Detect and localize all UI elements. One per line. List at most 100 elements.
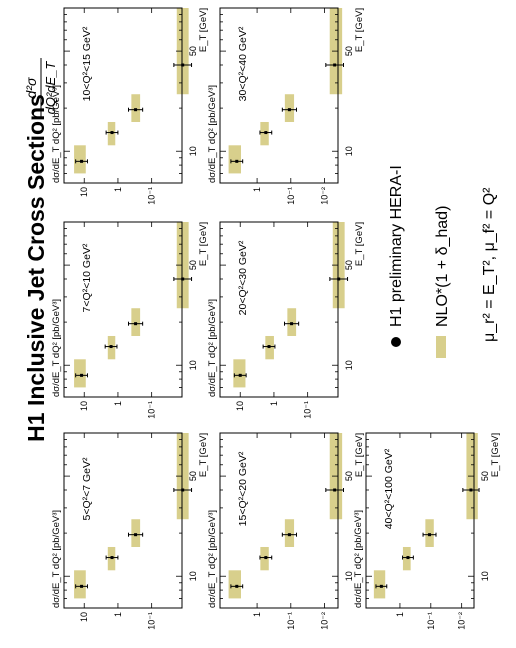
data-point <box>267 345 271 349</box>
legend-data-marker <box>391 337 401 347</box>
y-tick-label: 1 <box>252 612 262 617</box>
x-tick-label: 50 <box>188 260 198 270</box>
panel-frame <box>63 7 183 184</box>
y-axis-title: dσ/dE_T dQ² [pb/GeV³] <box>51 299 62 397</box>
data-point <box>134 108 138 112</box>
nlo-band <box>228 145 241 174</box>
y-tick-label: 10⁻¹ <box>147 401 157 419</box>
nlo-band <box>425 519 434 547</box>
panel-3: 10 50 10 1 10⁻¹ 10<Q²<15 GeV² E_T [GeV] dσ/dE_T… <box>51 7 209 205</box>
nlo-band <box>284 519 295 547</box>
nlo-band <box>287 308 297 336</box>
y-tick-label: 10⁻² <box>320 187 330 205</box>
y-tick-label: 10 <box>79 612 89 622</box>
nlo-band <box>373 570 386 599</box>
legend-nlo-label: NLO*(1 + δ_had) <box>434 206 451 327</box>
x-tick-label: 50 <box>344 471 354 481</box>
y-tick-label: 10⁻¹ <box>303 401 313 419</box>
x-tick-label: 10 <box>344 571 354 581</box>
panel-frame <box>63 221 183 398</box>
data-point <box>287 108 291 112</box>
data-point <box>80 584 84 588</box>
panel-7: 10 50 1 10⁻¹ 10⁻² 40<Q²<100 GeV² E_T [GeV] dσ/d… <box>353 432 501 630</box>
nlo-band <box>131 519 141 547</box>
x-tick-label: 10 <box>344 360 354 370</box>
data-point <box>181 277 185 281</box>
data-point <box>80 373 84 377</box>
y-axis-title: dσ/dE_T dQ² [pb/GeV³] <box>353 510 364 608</box>
nlo-band <box>176 222 189 309</box>
x-axis-title: E_T [GeV] <box>198 222 209 266</box>
panels: 10 50 10 1 10⁻¹ 5<Q²<7 GeV² E_T [GeV] dσ/dE_T d… <box>51 7 501 630</box>
data-point <box>406 556 410 560</box>
panel-q2-label: 30<Q²<40 GeV² <box>237 26 249 101</box>
x-axis-title: E_T [GeV] <box>354 433 365 477</box>
nlo-band <box>176 8 189 95</box>
panel-frame <box>219 7 339 184</box>
x-axis-title: E_T [GeV] <box>354 8 365 52</box>
panel-q2-label: 40<Q²<100 GeV² <box>383 448 395 529</box>
y-axis-title: dσ/dE_T dQ² [pb/GeV³] <box>51 85 62 183</box>
y-axis-title: dσ/dE_T dQ² [pb/GeV³] <box>207 85 218 183</box>
x-tick-label: 50 <box>480 471 490 481</box>
y-tick-label: 10⁻¹ <box>286 612 296 630</box>
panel-frame <box>365 432 475 609</box>
legend: H1 preliminary HERA-I NLO*(1 + δ_had) μ_… <box>388 165 498 358</box>
data-point <box>264 556 268 560</box>
panel-4: 10 50 1 10⁻¹ 10⁻² 15<Q²<20 GeV² E_T [GeV] dσ/dE… <box>207 432 365 630</box>
legend-nlo-swatch <box>436 336 446 358</box>
y-tick-label: 1 <box>113 187 123 192</box>
data-point <box>134 322 138 326</box>
x-axis-title: E_T [GeV] <box>198 8 209 52</box>
data-point <box>181 488 185 492</box>
y-tick-label: 10⁻¹ <box>426 612 436 630</box>
panel-1: 10 50 10 1 10⁻¹ 5<Q²<7 GeV² E_T [GeV] dσ/dE_T d… <box>51 432 209 630</box>
data-point <box>238 373 242 377</box>
data-point <box>290 322 294 326</box>
x-tick-label: 50 <box>188 471 198 481</box>
nlo-band <box>233 359 246 388</box>
legend-data-label: H1 preliminary HERA-I <box>388 165 405 327</box>
formula: d²σ dQ²dE_T <box>23 58 58 118</box>
y-axis-title: dσ/dE_T dQ² [pb/GeV³] <box>207 510 218 608</box>
panel-frame <box>63 432 183 609</box>
nlo-band <box>332 222 345 309</box>
nlo-band <box>284 94 295 122</box>
data-point <box>109 345 113 349</box>
panel-6: 10 50 1 10⁻¹ 10⁻² 30<Q²<40 GeV² E_T [GeV] dσ/dE… <box>207 7 365 205</box>
y-tick-label: 10⁻¹ <box>147 612 157 630</box>
x-tick-label: 50 <box>344 260 354 270</box>
panel-frame <box>219 432 339 609</box>
nlo-band <box>131 94 141 122</box>
y-axis-title: dσ/dE_T dQ² [pb/GeV³] <box>51 510 62 608</box>
y-tick-label: 10⁻¹ <box>147 187 157 205</box>
data-point <box>181 63 185 67</box>
x-tick-label: 10 <box>188 571 198 581</box>
y-tick-label: 10 <box>79 401 89 411</box>
data-point <box>428 533 432 537</box>
nlo-band <box>176 433 189 520</box>
y-axis-title: dσ/dE_T dQ² [pb/GeV³] <box>207 299 218 397</box>
data-point <box>235 584 239 588</box>
panel-2: 10 50 10 1 10⁻¹ 7<Q²<10 GeV² E_T [GeV] dσ/dE_T … <box>51 221 209 419</box>
x-tick-label: 50 <box>188 46 198 56</box>
x-tick-label: 10 <box>188 146 198 156</box>
x-tick-label: 10 <box>480 571 490 581</box>
panel-q2-label: 15<Q²<20 GeV² <box>237 451 249 526</box>
data-point <box>110 556 114 560</box>
data-point <box>264 131 268 135</box>
data-point <box>80 159 84 163</box>
legend-scale-label: μ_r² = E_T², μ_f² = Q² <box>481 187 498 342</box>
nlo-band <box>74 570 86 599</box>
y-tick-label: 1 <box>269 401 279 406</box>
y-tick-label: 10 <box>235 401 245 411</box>
panel-q2-label: 7<Q²<10 GeV² <box>81 243 93 312</box>
panel-frame <box>219 221 339 398</box>
data-point <box>333 63 337 67</box>
y-tick-label: 1 <box>113 401 123 406</box>
panel-q2-label: 20<Q²<30 GeV² <box>237 240 249 315</box>
x-tick-label: 50 <box>344 46 354 56</box>
x-axis-title: E_T [GeV] <box>198 433 209 477</box>
x-axis-title: E_T [GeV] <box>490 433 501 477</box>
